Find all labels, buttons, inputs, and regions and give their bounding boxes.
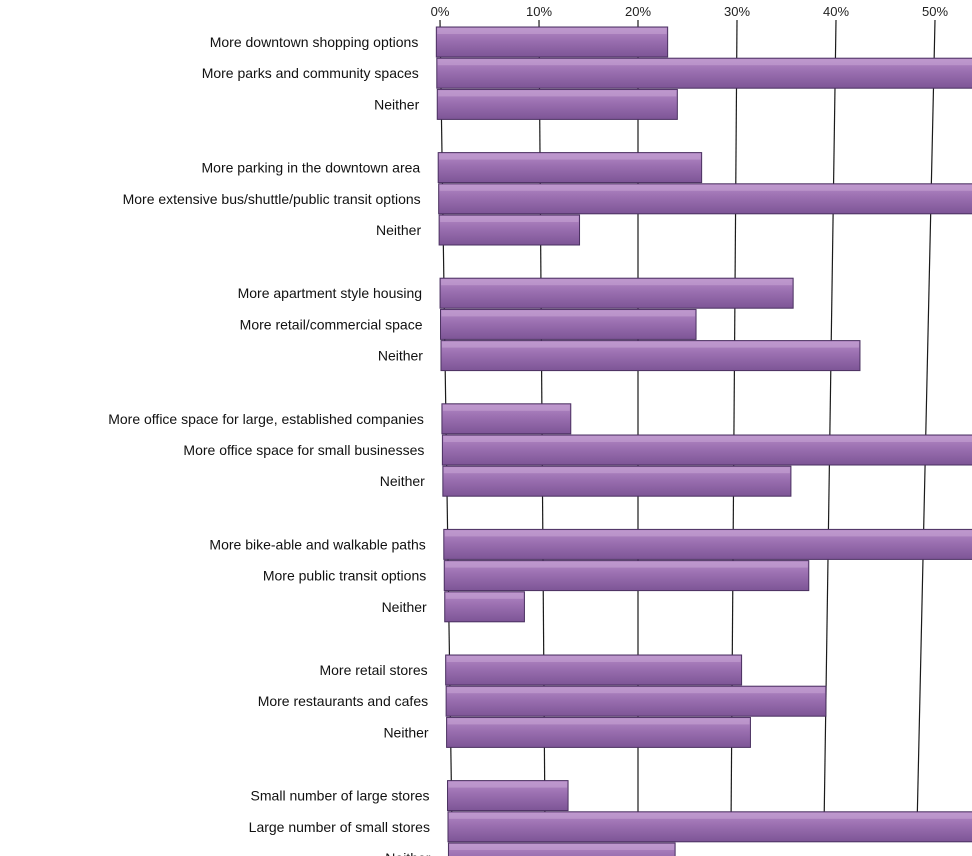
bar-highlight [437, 59, 972, 66]
bar-highlight [445, 592, 524, 599]
bar-highlight [437, 28, 667, 34]
category-label: Neither [383, 724, 428, 740]
category-label: More parks and community spaces [202, 65, 419, 81]
bar-highlight [448, 812, 972, 819]
bars [435, 26, 972, 856]
bar-highlight [439, 184, 972, 191]
bar-highlight [447, 687, 825, 694]
x-tick-label: 30% [724, 4, 750, 19]
bar-highlight [447, 718, 750, 725]
category-label: More downtown shopping options [210, 34, 419, 50]
bar-highlight [445, 561, 808, 568]
bar-highlight [441, 341, 859, 348]
bar-highlight [441, 310, 696, 317]
category-label: Neither [374, 96, 419, 112]
category-label: More retail/commercial space [240, 316, 423, 332]
category-label: Neither [385, 850, 430, 856]
category-label: More public transit options [263, 568, 426, 584]
category-label: More office space for small businesses [183, 442, 424, 458]
category-label: More restaurants and cafes [258, 693, 428, 709]
category-labels: More downtown shopping options More parks… [108, 34, 431, 856]
bar-highlight [448, 781, 568, 788]
category-label: More apartment style housing [238, 285, 422, 301]
bar-highlight [441, 279, 793, 286]
category-label: More extensive bus/shuttle/public transi… [123, 191, 421, 207]
bar-highlight [438, 90, 677, 97]
category-label: More parking in the downtown area [202, 160, 421, 176]
category-label: More office space for large, established… [108, 411, 424, 427]
category-label: Small number of large stores [251, 788, 430, 804]
x-tick-label: 50% [922, 4, 948, 19]
category-label: Neither [382, 599, 427, 615]
bar-highlight [446, 656, 741, 662]
category-label: More retail stores [319, 662, 427, 678]
bar-highlight [443, 436, 972, 442]
category-label: More bike-able and walkable paths [209, 536, 425, 552]
category-label: Neither [380, 473, 425, 489]
x-axis-ticks: 0%10%20%30%40%50%60%70% [431, 4, 949, 19]
category-label: Large number of small stores [249, 819, 430, 835]
bar-highlight [444, 530, 972, 537]
category-label: Neither [378, 348, 423, 364]
bar-highlight [440, 216, 579, 222]
bar-highlight [439, 153, 701, 160]
x-tick-label: 0% [431, 4, 450, 19]
bar-highlight [442, 404, 570, 411]
gridline [916, 19, 936, 829]
x-tick-label: 20% [625, 4, 651, 19]
bar-highlight [443, 467, 790, 474]
x-tick-label: 40% [823, 4, 849, 19]
category-label: Neither [376, 222, 421, 238]
x-tick-label: 10% [526, 4, 552, 19]
bar-highlight [449, 844, 675, 850]
